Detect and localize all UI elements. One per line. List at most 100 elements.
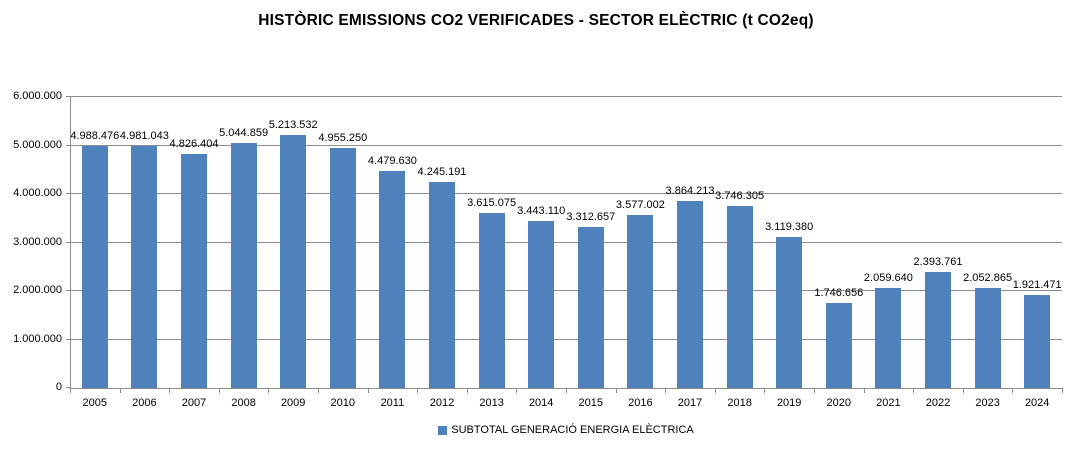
value-label-2019: 3.119.380	[765, 220, 814, 233]
bar-2020	[825, 303, 852, 388]
x-axis-label-2012: 2012	[429, 397, 455, 409]
bar-2013	[478, 212, 505, 388]
x-axis-label-2005: 2005	[82, 397, 108, 409]
x-tick	[318, 388, 319, 393]
x-tick	[367, 388, 369, 393]
x-tick	[814, 388, 815, 393]
value-label-2013: 3.615.075	[467, 196, 517, 209]
bar-2018	[726, 206, 753, 388]
bar-2023	[974, 288, 1001, 388]
bar-2011	[379, 170, 406, 388]
bar-2009	[280, 135, 307, 388]
bar-2019	[776, 236, 803, 388]
bar-2024	[1024, 294, 1051, 388]
x-axis-label-2011: 2011	[380, 397, 405, 409]
x-axis-label-2021: 2021	[876, 397, 901, 409]
x-axis-label-2014: 2014	[528, 397, 554, 409]
value-label-2010: 4.955.250	[318, 131, 368, 144]
value-label-2009: 5.213.532	[268, 119, 318, 132]
gridline	[70, 144, 1062, 146]
x-tick	[1012, 388, 1014, 393]
x-tick	[516, 388, 518, 393]
x-axis-label-2020: 2020	[826, 397, 852, 409]
x-tick	[962, 388, 964, 393]
value-label-2011: 4.479.630	[367, 154, 417, 167]
y-axis-tick-label: 6.000.000	[13, 90, 62, 102]
x-axis-label-2016: 2016	[628, 397, 653, 409]
y-tick	[66, 290, 70, 291]
x-axis-label-2018: 2018	[727, 397, 752, 409]
value-label-2021: 2.059.640	[863, 272, 913, 285]
x-axis-label-2007: 2007	[181, 397, 207, 409]
bar-2006	[131, 146, 158, 388]
bar-2008	[230, 143, 257, 388]
x-tick	[566, 388, 567, 393]
x-tick	[119, 388, 121, 393]
y-tick	[66, 193, 70, 194]
value-label-2020: 1.746.656	[814, 287, 864, 300]
bar-2012	[429, 182, 455, 388]
bar-2015	[577, 227, 604, 388]
y-axis-tick-label: 2.000.000	[13, 284, 62, 296]
bar-2007	[181, 153, 207, 388]
x-axis-label-2009: 2009	[280, 397, 306, 409]
y-axis-tick-label: 0	[55, 381, 62, 393]
bar-2014	[528, 221, 555, 388]
x-tick	[714, 388, 716, 393]
x-tick	[863, 388, 865, 393]
gridline	[70, 290, 1062, 291]
y-axis-tick-label: 4.000.000	[13, 187, 62, 199]
legend: SUBTOTAL GENERACIÓ ENERGIA ELÈCTRICA	[70, 424, 1062, 436]
x-tick	[764, 388, 766, 393]
value-label-2016: 3.577.002	[615, 198, 665, 211]
y-tick	[66, 241, 70, 243]
x-axis-label-2010: 2010	[330, 397, 356, 409]
x-tick	[169, 388, 171, 393]
y-axis-tick-label: 1.000.000	[13, 332, 62, 345]
x-axis-label-2015: 2015	[578, 397, 604, 409]
bar-2016	[627, 214, 654, 388]
bar-2022	[925, 271, 951, 388]
x-axis-label-2019: 2019	[776, 397, 802, 409]
x-axis-label-2017: 2017	[677, 397, 703, 409]
gridline	[70, 96, 1062, 97]
value-label-2008: 5.044.859	[219, 127, 269, 140]
x-tick	[466, 388, 468, 393]
x-axis-label-2006: 2006	[132, 397, 157, 409]
gridline	[70, 241, 1062, 243]
x-axis-label-2013: 2013	[479, 397, 504, 409]
y-tick	[66, 144, 70, 146]
bar-2017	[677, 200, 703, 388]
legend-label: SUBTOTAL GENERACIÓ ENERGIA ELÈCTRICA	[451, 424, 694, 436]
x-axis-label-2008: 2008	[231, 397, 256, 409]
value-label-2023: 2.052.865	[963, 272, 1013, 285]
y-axis-line	[70, 96, 71, 388]
y-tick	[66, 96, 70, 97]
bar-2021	[875, 288, 902, 388]
y-tick	[66, 338, 70, 340]
x-axis-label-2022: 2022	[925, 397, 951, 409]
x-tick	[218, 388, 220, 393]
value-label-2005: 4.988.476	[70, 130, 120, 143]
value-label-2006: 4.981.043	[119, 130, 169, 143]
x-tick	[615, 388, 617, 393]
value-label-2007: 4.826.404	[169, 137, 219, 150]
x-tick	[268, 388, 270, 393]
value-label-2018: 3.746.305	[715, 190, 765, 203]
x-axis-label-2024: 2024	[1024, 397, 1050, 409]
y-tick	[66, 387, 70, 388]
x-tick	[1062, 388, 1063, 393]
gridline	[70, 338, 1062, 340]
x-tick	[70, 388, 71, 393]
value-label-2014: 3.443.110	[517, 205, 566, 217]
x-tick	[665, 388, 667, 393]
value-label-2022: 2.393.761	[913, 255, 963, 268]
legend-swatch-icon	[438, 425, 448, 435]
x-axis-label-2023: 2023	[975, 397, 1000, 409]
bar-2005	[81, 146, 108, 388]
value-label-2017: 3.864.213	[665, 184, 715, 197]
chart-title: HISTÒRIC EMISSIONS CO2 VERIFICADES - SEC…	[258, 12, 814, 29]
x-tick	[913, 388, 915, 393]
x-tick	[417, 388, 419, 393]
